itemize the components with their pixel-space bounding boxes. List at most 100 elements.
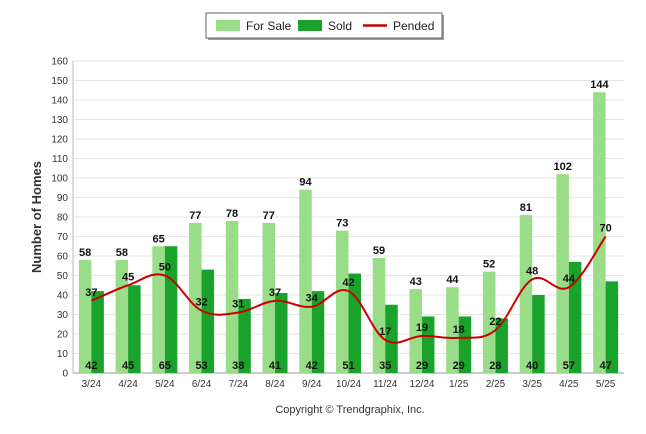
legend-swatch (216, 20, 240, 31)
for-sale-value-label: 78 (226, 208, 238, 220)
pended-value-label: 45 (122, 271, 134, 283)
x-tick-label: 10/24 (336, 379, 361, 390)
for-sale-value-label: 81 (520, 202, 532, 214)
sold-value-label: 47 (600, 360, 612, 372)
bar-sold (311, 291, 325, 373)
legend-box (205, 12, 443, 39)
y-tick-label: 80 (57, 213, 69, 224)
pended-value-label: 50 (159, 262, 171, 274)
y-tick-label: 160 (51, 57, 68, 68)
y-tick-label: 40 (57, 291, 69, 302)
y-tick-label: 50 (57, 271, 69, 282)
x-tick-label: 3/25 (522, 379, 542, 390)
sold-value-label: 57 (563, 360, 575, 372)
for-sale-value-label: 59 (373, 245, 385, 257)
for-sale-value-label: 144 (590, 79, 609, 91)
bar-sold (421, 316, 435, 373)
x-tick-label: 7/24 (229, 379, 249, 390)
bar-sold (275, 293, 288, 373)
x-tick-label: 2/25 (486, 379, 506, 390)
sold-value-label: 38 (232, 360, 244, 372)
bar-for-sale (189, 222, 202, 373)
pended-value-label: 37 (85, 287, 97, 299)
legend-label: Sold (328, 19, 352, 33)
sold-value-label: 29 (416, 360, 428, 372)
x-tick-label: 1/25 (449, 379, 469, 390)
x-tick-label: 6/24 (192, 379, 212, 390)
y-tick-label: 120 (51, 135, 68, 146)
bar-sold (385, 304, 398, 373)
bar-for-sale (519, 215, 533, 373)
bar-sold (201, 269, 215, 373)
y-tick-label: 90 (57, 193, 69, 204)
sold-value-label: 51 (342, 360, 354, 372)
for-sale-value-label: 77 (189, 210, 201, 222)
pended-value-label: 44 (563, 273, 576, 285)
for-sale-value-label: 94 (299, 177, 312, 189)
sold-value-label: 35 (379, 360, 391, 372)
bar-for-sale (556, 174, 569, 373)
legend-item-sold: Sold (298, 19, 352, 33)
pended-value-label: 22 (489, 316, 501, 328)
x-tick-label: 9/24 (302, 379, 322, 390)
for-sale-value-label: 102 (553, 161, 571, 173)
bar-for-sale (482, 271, 496, 373)
legend: For Sale Sold Pended (205, 12, 444, 40)
x-tick-label: 8/24 (265, 379, 285, 390)
sold-value-label: 42 (306, 360, 318, 372)
bar-for-sale (446, 287, 459, 373)
bar-for-sale (409, 289, 422, 373)
for-sale-value-label: 65 (152, 233, 164, 245)
bar-sold (91, 291, 104, 373)
y-tick-label: 130 (51, 115, 68, 126)
x-tick-label: 4/25 (559, 379, 579, 390)
bar-for-sale (593, 92, 606, 373)
sold-value-label: 28 (489, 360, 501, 372)
pended-line-path (90, 235, 607, 344)
pended-value-label: 70 (600, 223, 612, 235)
pended-value-label: 17 (379, 326, 391, 338)
x-tick-label: 5/24 (155, 379, 175, 390)
pended-value-label: 42 (342, 277, 354, 289)
sold-value-label: 53 (195, 360, 207, 372)
bar-sold (128, 285, 141, 373)
y-tick-label: 10 (57, 349, 69, 360)
x-tick-label: 5/25 (596, 379, 616, 390)
y-tick-label: 140 (51, 96, 68, 107)
y-tick-label: 30 (57, 310, 69, 321)
for-sale-value-label: 77 (263, 210, 275, 222)
y-tick-label: 60 (57, 252, 69, 263)
bar-for-sale (152, 246, 165, 373)
legend-label: For Sale (246, 19, 292, 33)
bar-for-sale (299, 189, 312, 373)
x-tick-label: 3/24 (82, 379, 102, 390)
y-axis-title: Number of Homes (29, 161, 44, 273)
bar-for-sale (372, 257, 386, 373)
bar-sold (495, 318, 508, 373)
for-sale-value-label: 52 (483, 259, 495, 271)
sold-value-label: 40 (526, 360, 538, 372)
pended-value-label: 48 (526, 265, 538, 277)
bar-sold (238, 298, 251, 373)
bar-sold (532, 295, 545, 373)
for-sale-value-label: 73 (336, 218, 348, 230)
x-tick-label: 4/24 (118, 379, 138, 390)
bar-for-sale (336, 230, 349, 373)
y-tick-label: 150 (51, 76, 68, 87)
copyright-text: Copyright © Trendgraphix, Inc. (275, 404, 424, 416)
bar-sold (458, 316, 472, 373)
sold-value-label: 29 (453, 360, 465, 372)
legend-swatch (298, 20, 322, 31)
data-labels: 58 58 65 77 78 77 94 73 59 43 44 52 81 102 144 37 45 50 32… (79, 79, 612, 372)
sold-value-label: 65 (159, 360, 171, 372)
bar-sold (568, 261, 582, 373)
pended-value-label: 18 (453, 324, 465, 336)
pended-line (90, 235, 607, 344)
sold-value-label: 41 (269, 360, 281, 372)
sold-value-label: 42 (85, 360, 97, 372)
pended-value-label: 31 (232, 299, 244, 311)
bar-for-sale (262, 222, 276, 373)
pended-value-label: 19 (416, 322, 428, 334)
for-sale-value-label: 58 (79, 247, 91, 259)
bar-sold (605, 281, 619, 373)
